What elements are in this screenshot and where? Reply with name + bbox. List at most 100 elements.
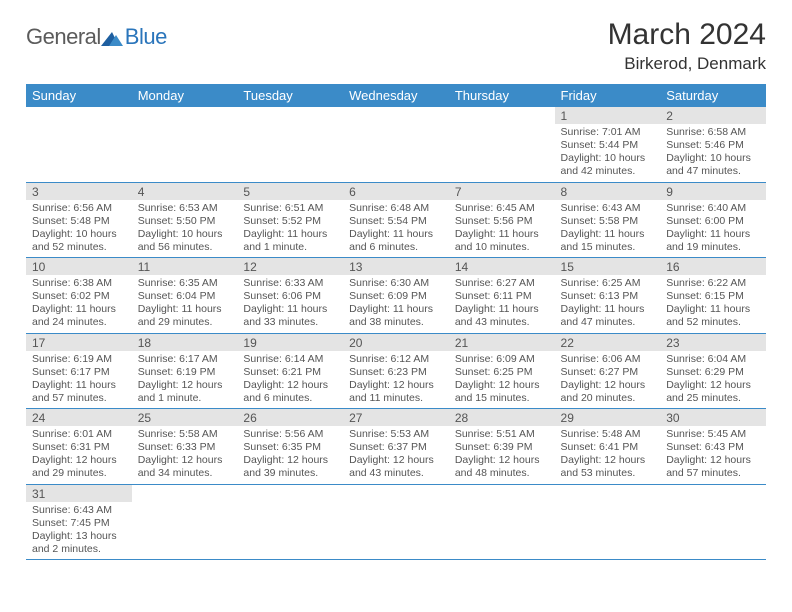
calendar-week-row: 3Sunrise: 6:56 AMSunset: 5:48 PMDaylight… xyxy=(26,182,766,258)
day-cell: 25Sunrise: 5:58 AMSunset: 6:33 PMDayligh… xyxy=(132,409,238,485)
day-number: 20 xyxy=(343,334,449,351)
day-cell: 20Sunrise: 6:12 AMSunset: 6:23 PMDayligh… xyxy=(343,333,449,409)
day-number: 21 xyxy=(449,334,555,351)
empty-day-cell xyxy=(237,484,343,560)
calendar-week-row: 17Sunrise: 6:19 AMSunset: 6:17 PMDayligh… xyxy=(26,333,766,409)
day-number xyxy=(555,485,661,502)
sunrise-text: Sunrise: 6:33 AM xyxy=(243,277,337,290)
day-content: Sunrise: 5:51 AMSunset: 6:39 PMDaylight:… xyxy=(449,426,555,484)
day-number: 19 xyxy=(237,334,343,351)
daylight-text: Daylight: 12 hours and 1 minute. xyxy=(138,379,232,405)
day-number: 8 xyxy=(555,183,661,200)
day-cell: 27Sunrise: 5:53 AMSunset: 6:37 PMDayligh… xyxy=(343,409,449,485)
day-number xyxy=(343,485,449,502)
daylight-text: Daylight: 10 hours and 52 minutes. xyxy=(32,228,126,254)
sunset-text: Sunset: 7:45 PM xyxy=(32,517,126,530)
sunrise-text: Sunrise: 6:01 AM xyxy=(32,428,126,441)
sunset-text: Sunset: 6:19 PM xyxy=(138,366,232,379)
day-number xyxy=(343,107,449,124)
day-content: Sunrise: 6:38 AMSunset: 6:02 PMDaylight:… xyxy=(26,275,132,333)
weekday-header: Saturday xyxy=(660,84,766,107)
daylight-text: Daylight: 11 hours and 24 minutes. xyxy=(32,303,126,329)
sunrise-text: Sunrise: 6:45 AM xyxy=(455,202,549,215)
daylight-text: Daylight: 13 hours and 2 minutes. xyxy=(32,530,126,556)
day-number: 10 xyxy=(26,258,132,275)
sunset-text: Sunset: 5:52 PM xyxy=(243,215,337,228)
day-number: 2 xyxy=(660,107,766,124)
calendar-week-row: 1Sunrise: 7:01 AMSunset: 5:44 PMDaylight… xyxy=(26,107,766,182)
day-cell: 7Sunrise: 6:45 AMSunset: 5:56 PMDaylight… xyxy=(449,182,555,258)
day-content: Sunrise: 6:48 AMSunset: 5:54 PMDaylight:… xyxy=(343,200,449,258)
daylight-text: Daylight: 11 hours and 33 minutes. xyxy=(243,303,337,329)
location: Birkerod, Denmark xyxy=(608,54,766,74)
sunset-text: Sunset: 6:25 PM xyxy=(455,366,549,379)
day-content xyxy=(555,502,661,556)
day-content xyxy=(237,124,343,178)
sunrise-text: Sunrise: 5:58 AM xyxy=(138,428,232,441)
daylight-text: Daylight: 10 hours and 56 minutes. xyxy=(138,228,232,254)
day-number: 4 xyxy=(132,183,238,200)
sunset-text: Sunset: 5:54 PM xyxy=(349,215,443,228)
weekday-header: Monday xyxy=(132,84,238,107)
day-content xyxy=(26,124,132,178)
sunset-text: Sunset: 6:11 PM xyxy=(455,290,549,303)
day-content xyxy=(343,124,449,178)
day-content: Sunrise: 5:58 AMSunset: 6:33 PMDaylight:… xyxy=(132,426,238,484)
daylight-text: Daylight: 11 hours and 1 minute. xyxy=(243,228,337,254)
day-cell: 15Sunrise: 6:25 AMSunset: 6:13 PMDayligh… xyxy=(555,258,661,334)
sunset-text: Sunset: 6:21 PM xyxy=(243,366,337,379)
sunrise-text: Sunrise: 6:19 AM xyxy=(32,353,126,366)
sunset-text: Sunset: 5:56 PM xyxy=(455,215,549,228)
header: General Blue March 2024 Birkerod, Denmar… xyxy=(26,18,766,74)
day-number: 31 xyxy=(26,485,132,502)
day-cell: 14Sunrise: 6:27 AMSunset: 6:11 PMDayligh… xyxy=(449,258,555,334)
day-cell: 1Sunrise: 7:01 AMSunset: 5:44 PMDaylight… xyxy=(555,107,661,182)
day-content xyxy=(343,502,449,556)
sunset-text: Sunset: 5:58 PM xyxy=(561,215,655,228)
day-content: Sunrise: 6:12 AMSunset: 6:23 PMDaylight:… xyxy=(343,351,449,409)
day-number: 27 xyxy=(343,409,449,426)
sunrise-text: Sunrise: 6:12 AM xyxy=(349,353,443,366)
day-number: 23 xyxy=(660,334,766,351)
day-content: Sunrise: 6:19 AMSunset: 6:17 PMDaylight:… xyxy=(26,351,132,409)
day-cell: 26Sunrise: 5:56 AMSunset: 6:35 PMDayligh… xyxy=(237,409,343,485)
day-content xyxy=(449,124,555,178)
sunset-text: Sunset: 5:48 PM xyxy=(32,215,126,228)
day-cell: 31Sunrise: 6:43 AMSunset: 7:45 PMDayligh… xyxy=(26,484,132,560)
empty-day-cell xyxy=(660,484,766,560)
sunset-text: Sunset: 6:23 PM xyxy=(349,366,443,379)
sunrise-text: Sunrise: 5:53 AM xyxy=(349,428,443,441)
sunset-text: Sunset: 6:27 PM xyxy=(561,366,655,379)
day-content: Sunrise: 6:27 AMSunset: 6:11 PMDaylight:… xyxy=(449,275,555,333)
empty-day-cell xyxy=(449,484,555,560)
day-number xyxy=(660,485,766,502)
daylight-text: Daylight: 12 hours and 48 minutes. xyxy=(455,454,549,480)
weekday-header: Tuesday xyxy=(237,84,343,107)
sunrise-text: Sunrise: 5:56 AM xyxy=(243,428,337,441)
day-content: Sunrise: 6:09 AMSunset: 6:25 PMDaylight:… xyxy=(449,351,555,409)
title-block: March 2024 Birkerod, Denmark xyxy=(608,18,766,74)
sunrise-text: Sunrise: 6:56 AM xyxy=(32,202,126,215)
day-number: 17 xyxy=(26,334,132,351)
day-content: Sunrise: 6:56 AMSunset: 5:48 PMDaylight:… xyxy=(26,200,132,258)
day-number: 7 xyxy=(449,183,555,200)
day-content: Sunrise: 6:45 AMSunset: 5:56 PMDaylight:… xyxy=(449,200,555,258)
day-cell: 21Sunrise: 6:09 AMSunset: 6:25 PMDayligh… xyxy=(449,333,555,409)
sunrise-text: Sunrise: 6:04 AM xyxy=(666,353,760,366)
daylight-text: Daylight: 11 hours and 57 minutes. xyxy=(32,379,126,405)
day-cell: 5Sunrise: 6:51 AMSunset: 5:52 PMDaylight… xyxy=(237,182,343,258)
sunrise-text: Sunrise: 6:14 AM xyxy=(243,353,337,366)
empty-day-cell xyxy=(132,484,238,560)
day-number: 3 xyxy=(26,183,132,200)
day-cell: 19Sunrise: 6:14 AMSunset: 6:21 PMDayligh… xyxy=(237,333,343,409)
daylight-text: Daylight: 11 hours and 10 minutes. xyxy=(455,228,549,254)
day-cell: 3Sunrise: 6:56 AMSunset: 5:48 PMDaylight… xyxy=(26,182,132,258)
sunrise-text: Sunrise: 6:48 AM xyxy=(349,202,443,215)
daylight-text: Daylight: 12 hours and 25 minutes. xyxy=(666,379,760,405)
daylight-text: Daylight: 11 hours and 6 minutes. xyxy=(349,228,443,254)
daylight-text: Daylight: 11 hours and 19 minutes. xyxy=(666,228,760,254)
day-content: Sunrise: 6:53 AMSunset: 5:50 PMDaylight:… xyxy=(132,200,238,258)
calendar-body: 1Sunrise: 7:01 AMSunset: 5:44 PMDaylight… xyxy=(26,107,766,560)
sunrise-text: Sunrise: 5:51 AM xyxy=(455,428,549,441)
day-content: Sunrise: 6:40 AMSunset: 6:00 PMDaylight:… xyxy=(660,200,766,258)
